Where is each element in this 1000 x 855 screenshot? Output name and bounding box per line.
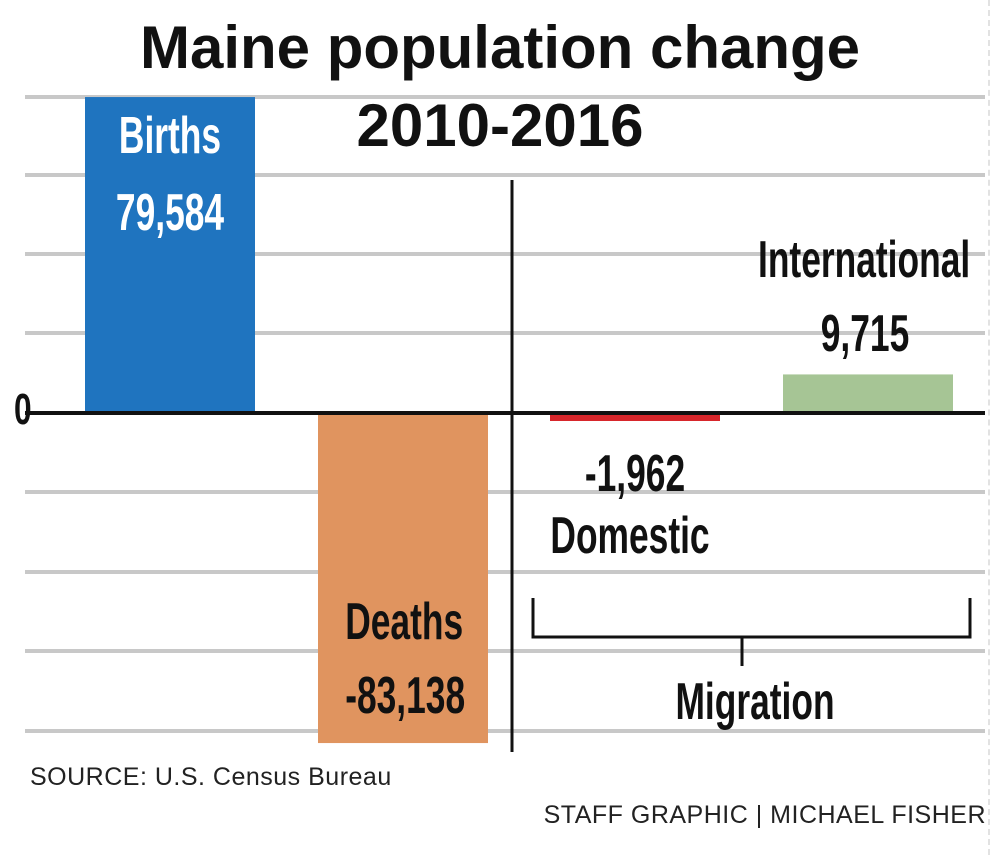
bar-domestic (550, 413, 720, 421)
bar-deaths (318, 413, 488, 744)
deaths-value-label: -83,138 (345, 667, 466, 725)
domestic-category-label: Domestic (550, 507, 710, 565)
bar-births (85, 97, 255, 414)
chart-title-line-1: Maine population change (139, 14, 861, 81)
births-value-label: 79,584 (115, 184, 225, 242)
source-note: SOURCE: U.S. Census Bureau (30, 763, 392, 791)
births-category-label: Births (118, 107, 222, 165)
domestic-value-label: -1,962 (584, 445, 686, 503)
deaths-category-label: Deaths (345, 593, 464, 651)
international-category-label: International (758, 231, 971, 289)
international-value-label: 9,715 (820, 305, 910, 363)
chart-title-line-2: 2010-2016 (356, 92, 644, 159)
bars (85, 97, 953, 744)
bar-international (783, 374, 953, 413)
staff-credit: STAFF GRAPHIC | MICHAEL FISHER (543, 801, 986, 829)
migration-group-label: Migration (675, 673, 835, 731)
page-edge-dashes (988, 0, 1000, 855)
migration-bracket (531, 598, 972, 666)
y-tick-label-zero: 0 (14, 385, 32, 434)
